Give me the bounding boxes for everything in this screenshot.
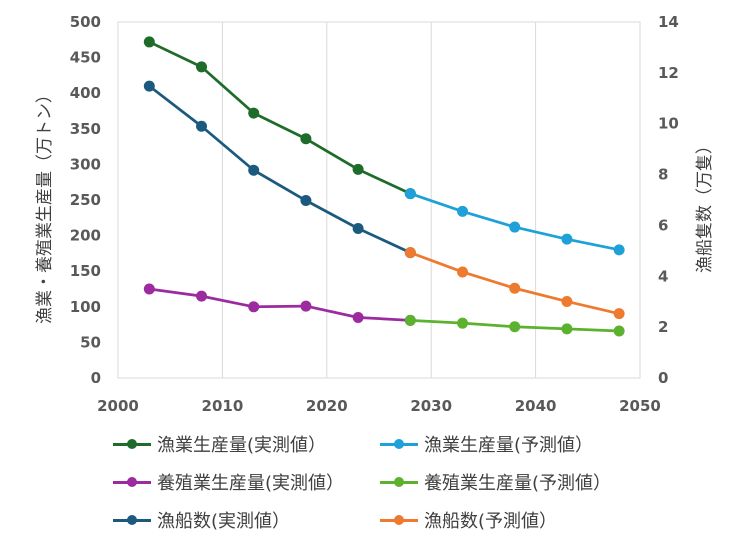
legend-item: 漁業生産量(予測値） xyxy=(380,430,593,458)
data-point xyxy=(509,282,521,294)
series-1 xyxy=(404,188,625,256)
x-tick-label: 2010 xyxy=(202,397,244,415)
series-line xyxy=(148,40,411,195)
y-left-tick-label: 500 xyxy=(70,13,101,31)
legend-swatch xyxy=(113,513,151,527)
legend-item: 養殖業生産量(実測値） xyxy=(113,468,344,496)
y-right-tick-label: 6 xyxy=(658,216,668,234)
data-point xyxy=(143,36,155,48)
legend-label: 養殖業生産量(実測値） xyxy=(157,473,345,494)
legend-item: 漁船数(予測値） xyxy=(380,506,557,534)
x-tick-label: 2020 xyxy=(306,397,348,415)
y-right-tick-label: 12 xyxy=(658,64,679,82)
data-point xyxy=(404,247,416,259)
x-tick-label: 2000 xyxy=(97,397,139,415)
y-left-axis-title: 漁業・養殖業生産量（万トン） xyxy=(35,86,55,324)
y-left-tick-label: 300 xyxy=(70,155,101,173)
series-line xyxy=(148,84,411,254)
series-layer xyxy=(143,36,625,337)
legend-swatch xyxy=(380,437,418,451)
series-line xyxy=(149,287,411,322)
data-point xyxy=(613,308,625,320)
data-point xyxy=(248,301,260,313)
data-point xyxy=(613,325,625,337)
series-4 xyxy=(143,80,416,259)
plot-area xyxy=(117,21,641,379)
data-point xyxy=(404,314,416,326)
data-point xyxy=(457,205,469,217)
y-left-tick-label: 50 xyxy=(80,333,101,351)
y-right-tick-label: 2 xyxy=(658,318,668,336)
data-point xyxy=(613,244,625,256)
y-right-tick-label: 14 xyxy=(658,13,679,31)
y-right-tick-label: 4 xyxy=(658,267,668,285)
legend-label: 漁船数(実測値） xyxy=(157,511,291,532)
data-point xyxy=(509,221,521,233)
y-left-tick-label: 450 xyxy=(70,49,101,67)
data-point xyxy=(248,107,260,119)
data-point xyxy=(457,266,469,278)
data-point xyxy=(561,323,573,335)
data-point xyxy=(561,233,573,245)
data-point xyxy=(352,311,364,323)
x-tick-label: 2050 xyxy=(619,397,661,415)
data-point xyxy=(143,283,155,295)
legend-swatch xyxy=(380,513,418,527)
y-right-tick-label: 10 xyxy=(658,115,679,133)
x-axis: 2000 2010 2020 2030 2040 2050 xyxy=(97,397,661,415)
x-tick-label: 2040 xyxy=(515,397,557,415)
y-left-tick-label: 250 xyxy=(70,191,101,209)
legend-item: 養殖業生産量(予測値） xyxy=(380,468,611,496)
data-point xyxy=(300,195,312,207)
y-left-tick-label: 0 xyxy=(91,369,101,387)
data-point xyxy=(196,120,208,132)
y-left-tick-label: 100 xyxy=(70,298,101,316)
series-3 xyxy=(404,314,625,337)
legend-label: 漁船数(予測値） xyxy=(424,511,558,532)
y-right-axis: 0 2 4 6 8 10 12 14 xyxy=(658,13,679,387)
y-left-axis: 0 50 100 150 200 250 300 350 400 450 500 xyxy=(70,13,101,387)
y-right-tick-label: 0 xyxy=(658,369,668,387)
data-point xyxy=(300,300,312,312)
legend-swatch xyxy=(380,475,418,489)
data-point xyxy=(352,163,364,175)
legend-label: 養殖業生産量(予測値） xyxy=(424,473,612,494)
data-point xyxy=(561,295,573,307)
data-point xyxy=(404,188,416,200)
data-point xyxy=(300,133,312,145)
series-2 xyxy=(143,283,416,326)
legend-item: 漁船数(実測値） xyxy=(113,506,290,534)
data-point xyxy=(352,222,364,234)
legend-label: 漁業生産量(実測値） xyxy=(157,435,327,456)
legend-label: 漁業生産量(予測値） xyxy=(424,435,594,456)
data-point xyxy=(509,321,521,333)
y-left-tick-label: 350 xyxy=(70,120,101,138)
legend-item: 漁業生産量(実測値） xyxy=(113,430,326,458)
y-left-tick-label: 150 xyxy=(70,262,101,280)
data-point xyxy=(143,80,155,92)
x-tick-label: 2030 xyxy=(410,397,452,415)
data-point xyxy=(196,290,208,302)
data-point xyxy=(248,164,260,176)
legend-swatch xyxy=(113,437,151,451)
series-5 xyxy=(404,247,625,320)
legend-swatch xyxy=(113,475,151,489)
chart: 0 50 100 150 200 250 300 350 400 450 500 0 2 4 6 8 10 12… xyxy=(35,13,715,415)
y-right-tick-label: 8 xyxy=(658,166,668,184)
y-right-axis-title: 漁船隻数（万隻） xyxy=(695,137,715,273)
y-left-tick-label: 400 xyxy=(70,84,101,102)
data-point xyxy=(196,61,208,73)
y-left-tick-label: 200 xyxy=(70,227,101,245)
data-point xyxy=(457,317,469,329)
